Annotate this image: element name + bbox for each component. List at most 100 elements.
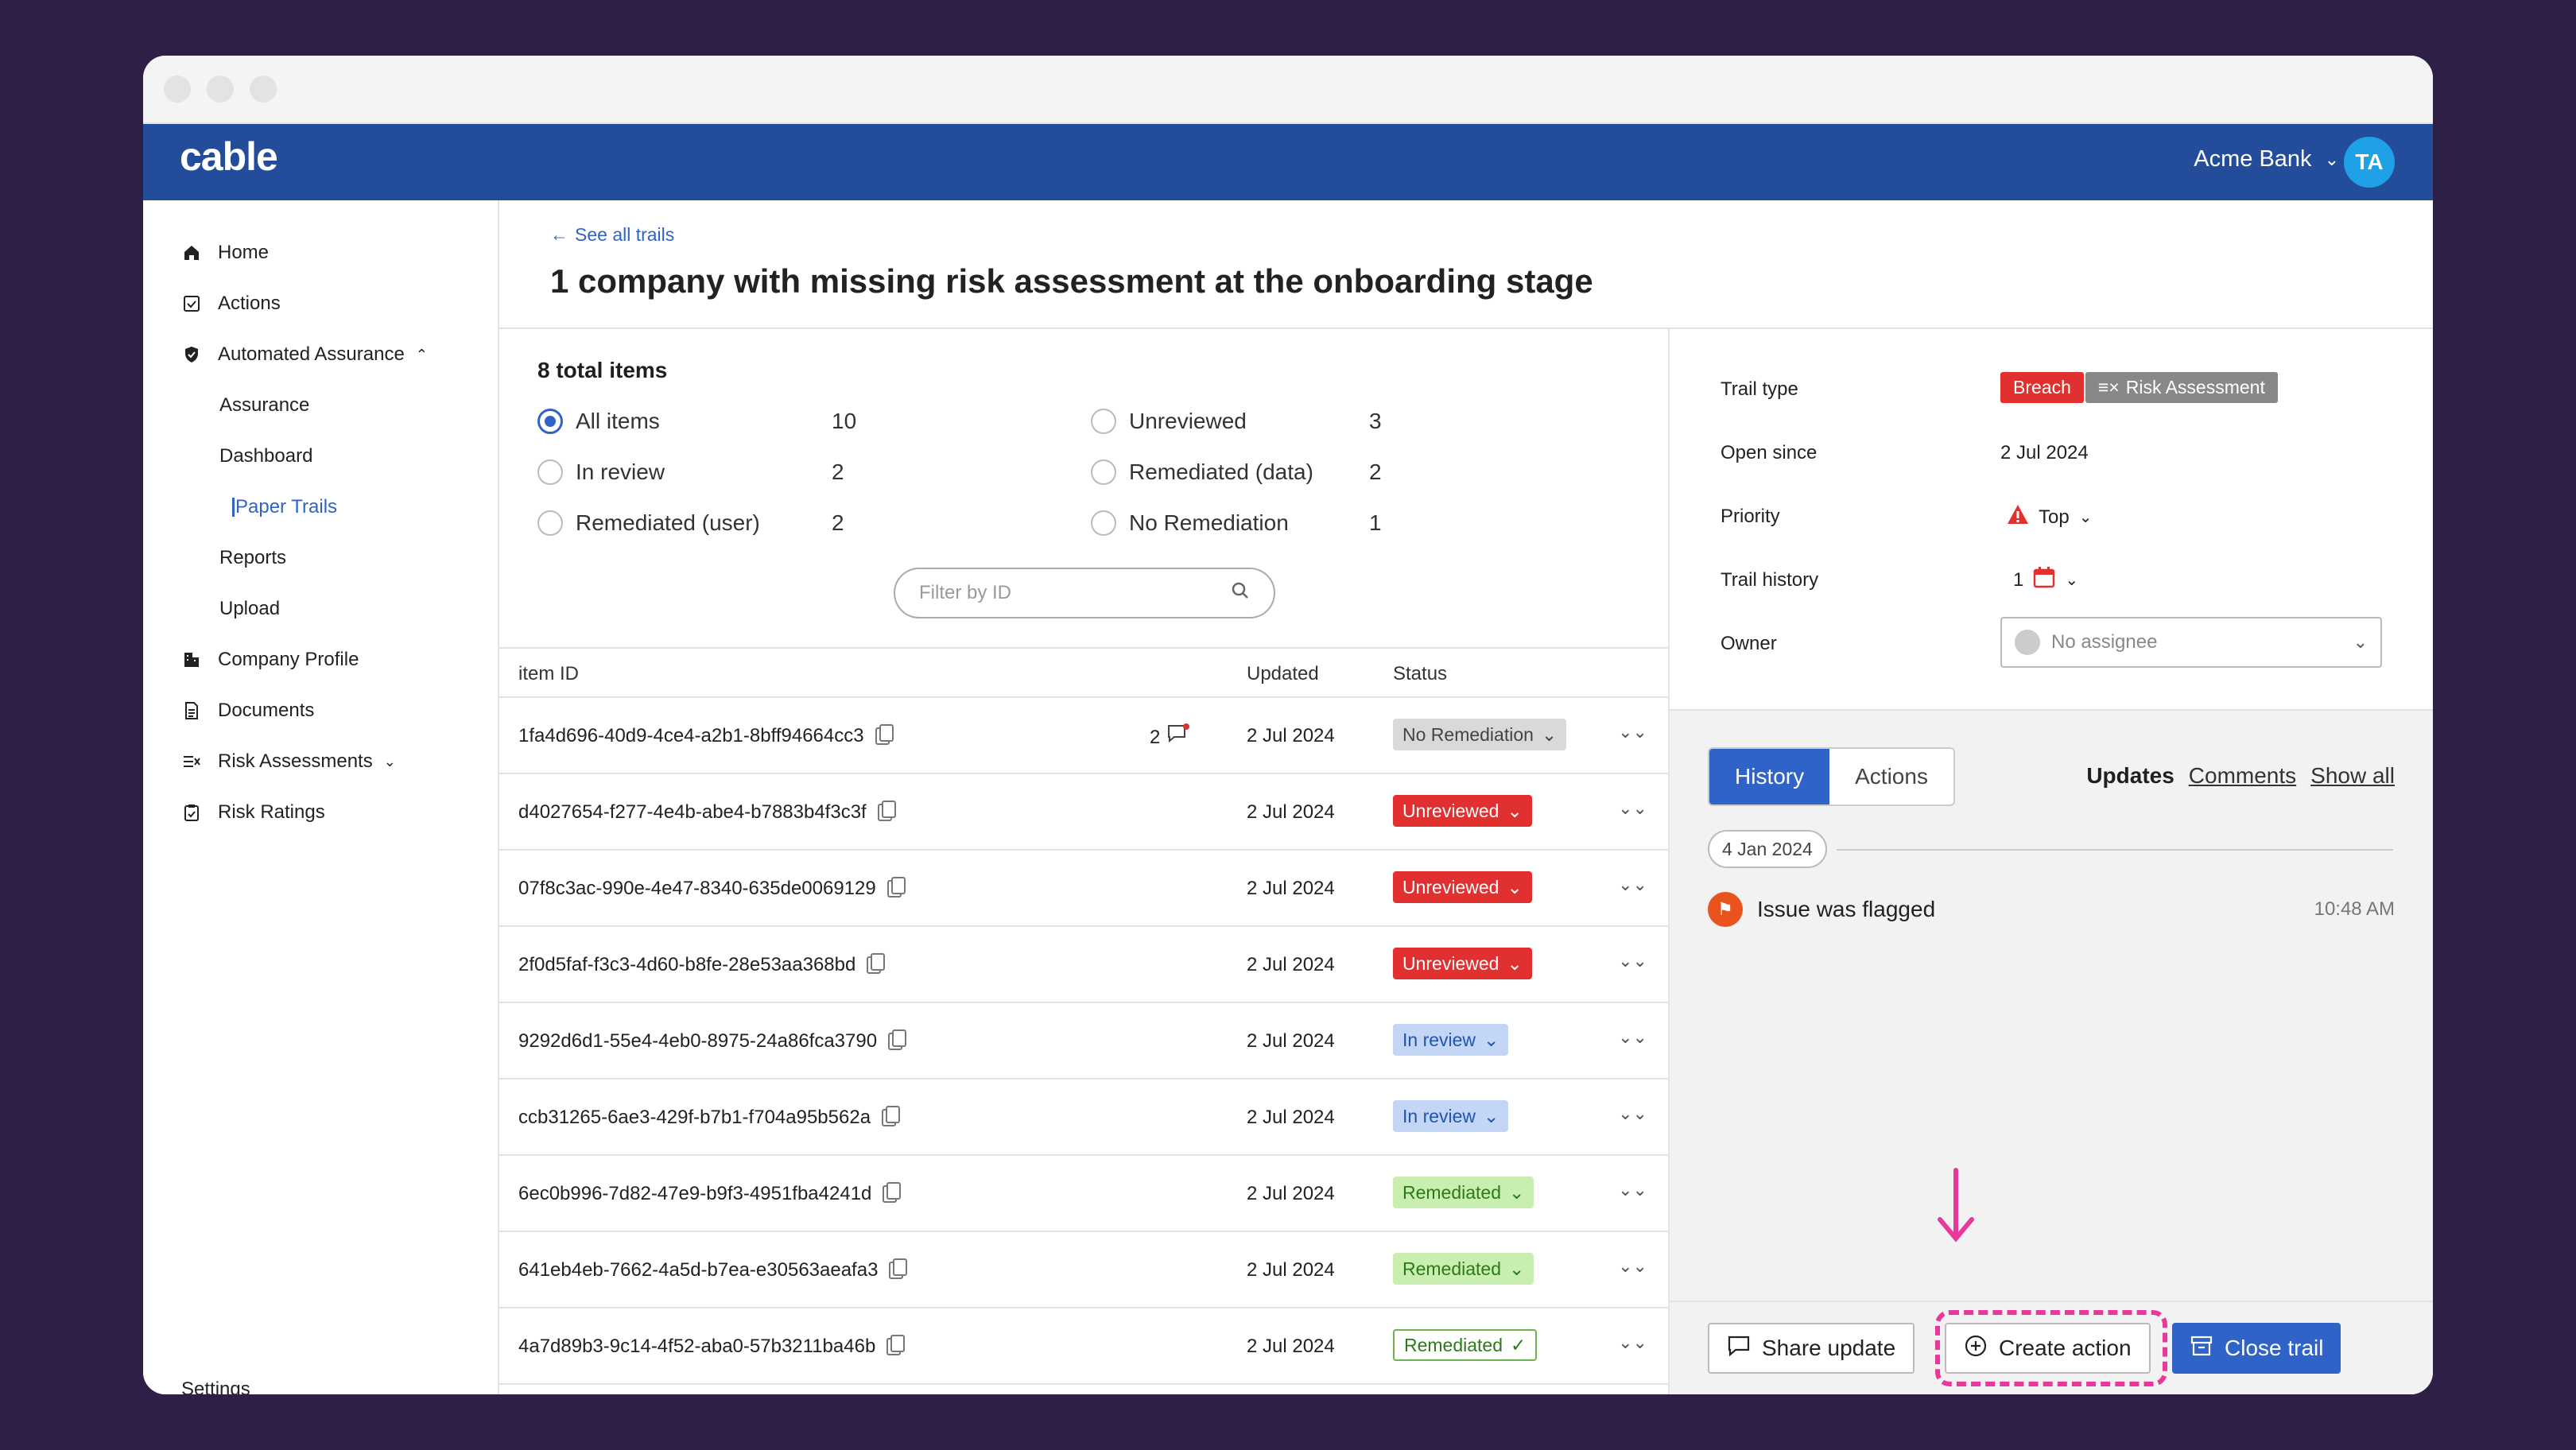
updated-date: 2 Jul 2024 xyxy=(1247,954,1335,975)
table-row[interactable]: 6ec0b996-7d82-47e9-b9f3-4951fba4241d 2 J… xyxy=(499,1156,1668,1232)
window-close-dot[interactable] xyxy=(164,76,191,103)
filter-unreviewed[interactable]: Unreviewed xyxy=(1091,409,1247,434)
sidebar-item-dashboard[interactable]: Dashboard xyxy=(219,440,312,472)
column-header-status[interactable]: Status xyxy=(1393,663,1448,684)
filter-comments[interactable]: Comments xyxy=(2188,763,2297,788)
filter-show-all[interactable]: Show all xyxy=(2310,763,2395,788)
filter-label: Remediated (user) xyxy=(576,510,760,535)
divider xyxy=(1668,329,1670,1394)
sidebar-item-label: Company Profile xyxy=(218,649,359,670)
expand-icon[interactable]: ⌄⌄ xyxy=(1618,1180,1647,1200)
copy-icon[interactable] xyxy=(889,1258,908,1279)
sidebar-item-risk-assessments[interactable]: Risk Assessments ⌄ xyxy=(181,746,396,777)
close-trail-button[interactable]: Close trail xyxy=(2172,1323,2341,1374)
column-header-id[interactable]: item ID xyxy=(518,663,580,684)
filter-all-items[interactable]: All items xyxy=(537,409,660,434)
copy-icon[interactable] xyxy=(888,1029,907,1050)
sidebar-item-risk-ratings[interactable]: Risk Ratings xyxy=(181,797,325,828)
table-row[interactable]: 641eb4eb-7662-4a5d-b7ea-e30563aeafa3 2 J… xyxy=(499,1232,1668,1308)
status-dropdown[interactable]: Unreviewed ⌄ xyxy=(1393,795,1532,827)
table-row[interactable]: ccb31265-6ae3-429f-b7b1-f704a95b562a 2 J… xyxy=(499,1080,1668,1156)
tab-history[interactable]: History xyxy=(1709,749,1830,804)
filter-remediated-data[interactable]: Remediated (data) xyxy=(1091,459,1313,485)
status-dropdown[interactable]: Remediated ⌄ xyxy=(1393,1177,1534,1208)
sidebar-item-assurance[interactable]: Assurance xyxy=(219,390,309,421)
expand-icon[interactable]: ⌄⌄ xyxy=(1618,1027,1647,1047)
copy-icon[interactable] xyxy=(886,877,906,898)
expand-icon[interactable]: ⌄⌄ xyxy=(1618,798,1647,818)
sidebar-item-label: Home xyxy=(218,242,270,263)
copy-icon[interactable] xyxy=(882,1106,901,1126)
button-label: Share update xyxy=(1762,1336,1896,1360)
org-switcher[interactable]: Acme Bank ⌄ xyxy=(2194,146,2339,173)
status-dropdown[interactable]: In review ⌄ xyxy=(1393,1100,1509,1132)
see-all-trails-link[interactable]: ← See all trails xyxy=(550,224,674,246)
table-row[interactable]: 1fa4d696-40d9-4ce4-a2b1-8bff94664cc3 2 2… xyxy=(499,698,1668,774)
status-label: Unreviewed xyxy=(1402,876,1499,898)
item-id-cell: 6ec0b996-7d82-47e9-b9f3-4951fba4241d xyxy=(518,1182,902,1205)
sidebar-item-label: Automated Assurance xyxy=(218,343,405,365)
copy-icon[interactable] xyxy=(867,953,886,974)
user-avatar[interactable]: TA xyxy=(2344,137,2395,188)
sidebar-item-upload[interactable]: Upload xyxy=(219,593,280,625)
expand-icon[interactable]: ⌄⌄ xyxy=(1618,1256,1647,1276)
table-row[interactable]: 4a7d89b3-9c14-4f52-aba0-57b3211ba46b 2 J… xyxy=(499,1308,1668,1385)
copy-icon[interactable] xyxy=(883,1182,902,1203)
chevron-down-icon: ⌄ xyxy=(1507,876,1523,898)
sidebar-item-label: Risk Ratings xyxy=(218,801,325,823)
column-header-updated[interactable]: Updated xyxy=(1247,663,1319,684)
table-row[interactable]: 2f0d5faf-f3c3-4d60-b8fe-28e53aa368bd 2 J… xyxy=(499,927,1668,1003)
tab-actions[interactable]: Actions xyxy=(1855,764,1928,789)
share-update-button[interactable]: Share update xyxy=(1708,1323,1915,1374)
sidebar-item-paper-trails[interactable]: Paper Trails xyxy=(231,491,338,523)
status-dropdown[interactable]: Unreviewed ⌄ xyxy=(1393,871,1532,903)
table-row[interactable]: d4027654-f277-4e4b-abe4-b7883b4f3c3f 2 J… xyxy=(499,774,1668,851)
filter-no-remediation[interactable]: No Remediation xyxy=(1091,510,1289,536)
table-row[interactable]: 9292d6d1-55e4-4eb0-8975-24a86fca3790 2 J… xyxy=(499,1003,1668,1080)
sidebar-item-home[interactable]: Home xyxy=(181,237,269,269)
expand-icon[interactable]: ⌄⌄ xyxy=(1618,1332,1647,1352)
trail-history-dropdown[interactable]: 1 ⌄ xyxy=(2013,566,2078,594)
priority-dropdown[interactable]: Top ⌄ xyxy=(2007,504,2092,530)
filter-in-review[interactable]: In review xyxy=(537,459,665,485)
owner-select[interactable]: No assignee ⌄ xyxy=(2000,617,2382,668)
sidebar-item-company-profile[interactable]: Company Profile xyxy=(181,644,359,676)
expand-icon[interactable]: ⌄⌄ xyxy=(1618,1103,1647,1123)
sidebar-item-label: Paper Trails xyxy=(235,496,338,518)
sidebar-item-automated-assurance[interactable]: Automated Assurance ⌃ xyxy=(181,339,428,370)
expand-icon[interactable]: ⌄⌄ xyxy=(1618,722,1647,742)
chevron-down-icon: ⌄ xyxy=(1509,1258,1525,1279)
create-action-button[interactable]: Create action xyxy=(1945,1323,2151,1374)
copy-icon[interactable] xyxy=(886,1335,906,1355)
status-label: In review xyxy=(1402,1105,1476,1126)
status-label: Unreviewed xyxy=(1402,800,1499,821)
risk-icon: ≡× xyxy=(2097,377,2120,397)
item-id: 641eb4eb-7662-4a5d-b7ea-e30563aeafa3 xyxy=(518,1259,879,1281)
comments-indicator[interactable]: 2 xyxy=(1150,723,1190,751)
trail-type-badges: Breach ≡× Risk Assessment xyxy=(2000,372,2278,403)
expand-icon[interactable]: ⌄⌄ xyxy=(1618,951,1647,971)
sidebar-item-settings[interactable]: Settings xyxy=(181,1374,250,1394)
sidebar-item-reports[interactable]: Reports xyxy=(219,542,286,574)
chevron-up-icon: ⌃ xyxy=(415,346,428,362)
cable-logo[interactable]: cable xyxy=(180,134,278,179)
top-bar: cable Acme Bank ⌄ TA xyxy=(143,124,2433,200)
window-maximize-dot[interactable] xyxy=(250,76,277,103)
status-dropdown[interactable]: No Remediation ⌄ xyxy=(1393,719,1567,750)
item-id: 07f8c3ac-990e-4e47-8340-635de0069129 xyxy=(518,878,876,899)
sidebar-item-documents[interactable]: Documents xyxy=(181,695,314,727)
sidebar-item-actions[interactable]: Actions xyxy=(181,288,281,320)
status-dropdown[interactable]: Unreviewed ⌄ xyxy=(1393,948,1532,979)
table-row[interactable]: 07f8c3ac-990e-4e47-8340-635de0069129 2 J… xyxy=(499,851,1668,927)
status-dropdown[interactable]: Remediated ✓ xyxy=(1393,1329,1538,1361)
expand-icon[interactable]: ⌄⌄ xyxy=(1618,874,1647,894)
status-dropdown[interactable]: In review ⌄ xyxy=(1393,1024,1509,1056)
copy-icon[interactable] xyxy=(875,724,894,745)
filter-by-id-input[interactable]: Filter by ID xyxy=(894,568,1275,618)
activity-panel: History Actions Updates Comments Show al… xyxy=(1670,709,2433,1301)
status-dropdown[interactable]: Remediated ⌄ xyxy=(1393,1253,1534,1285)
copy-icon[interactable] xyxy=(877,801,896,821)
filter-remediated-user[interactable]: Remediated (user) xyxy=(537,510,760,536)
window-minimize-dot[interactable] xyxy=(207,76,234,103)
filter-updates[interactable]: Updates xyxy=(2086,763,2174,788)
